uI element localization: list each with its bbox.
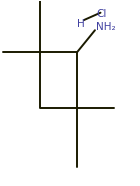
Text: NH₂: NH₂ bbox=[96, 23, 116, 33]
Text: Cl: Cl bbox=[96, 9, 107, 19]
Text: H: H bbox=[77, 19, 85, 29]
